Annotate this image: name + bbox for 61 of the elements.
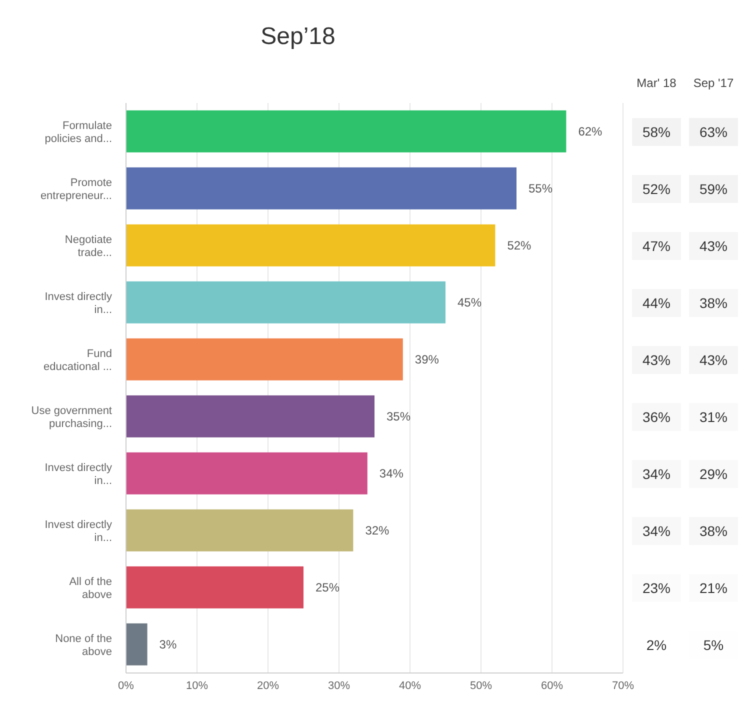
x-tick-label: Mar' 18: [636, 76, 678, 90]
y-tick-label: Formulate policies and...: [44, 120, 112, 145]
y-tick-label: Promote entrepreneur...: [40, 177, 112, 202]
x-tick-label: Sep '17: [692, 76, 735, 90]
x-tick-label: 0%: [118, 680, 134, 692]
bar: [126, 623, 148, 666]
chart-title: Sep’18: [260, 23, 336, 51]
data-label: 47%: [632, 232, 681, 260]
x-tick-label: 20%: [256, 680, 280, 692]
bar: [126, 167, 516, 210]
data-label: 2%: [632, 630, 681, 658]
data-label: 5%: [689, 630, 738, 658]
bar: [126, 281, 446, 324]
data-label: 29%: [689, 460, 738, 488]
data-label: 35%: [386, 410, 411, 424]
x-tick-label: 40%: [398, 680, 422, 692]
data-label: 52%: [507, 238, 532, 253]
data-label: 23%: [632, 574, 681, 602]
y-tick-label: Negotiate trade...: [64, 234, 112, 259]
bar: [126, 395, 374, 438]
data-label: 3%: [159, 638, 177, 652]
data-label: 62%: [578, 124, 603, 139]
data-label: 45%: [458, 296, 482, 310]
bar: [126, 509, 354, 552]
bar: [126, 338, 403, 380]
x-tick-label: 50%: [470, 680, 492, 692]
y-tick-label: Invest directly in...: [44, 462, 112, 487]
data-label: 25%: [316, 580, 340, 595]
data-label: 39%: [414, 352, 440, 367]
data-label: 43%: [632, 346, 681, 374]
data-label: 21%: [689, 574, 738, 602]
y-tick-label: Use government purchasing...: [31, 405, 112, 430]
data-label: 59%: [689, 174, 738, 202]
y-tick-label: Fund educational ...: [44, 348, 112, 373]
x-tick-label: 70%: [612, 680, 634, 692]
data-label: 58%: [632, 118, 681, 146]
data-label: 31%: [689, 402, 738, 430]
data-label: 38%: [689, 288, 738, 316]
data-label: 34%: [632, 516, 681, 544]
data-label: 38%: [689, 516, 738, 544]
bar: [126, 110, 566, 152]
x-tick-label: 30%: [328, 680, 350, 692]
x-tick-label: 10%: [186, 680, 208, 692]
data-label: 52%: [632, 174, 681, 202]
data-label: 63%: [689, 118, 738, 146]
y-tick-label: Invest directly in...: [44, 291, 112, 316]
bar: [126, 224, 496, 266]
y-tick-label: All of the above: [69, 576, 112, 601]
y-tick-label: Invest directly in...: [44, 519, 112, 544]
data-label: 34%: [632, 460, 681, 488]
data-label: 36%: [632, 402, 681, 430]
x-tick-label: 60%: [540, 680, 564, 692]
data-label: 32%: [365, 524, 390, 538]
y-tick-label: None of the above: [55, 633, 112, 658]
data-label: 55%: [528, 182, 553, 196]
data-label: 44%: [632, 288, 681, 316]
bar: [126, 566, 304, 608]
bar: [126, 452, 368, 494]
data-label: 43%: [689, 346, 738, 374]
data-label: 34%: [379, 466, 404, 481]
data-label: 43%: [689, 232, 738, 260]
